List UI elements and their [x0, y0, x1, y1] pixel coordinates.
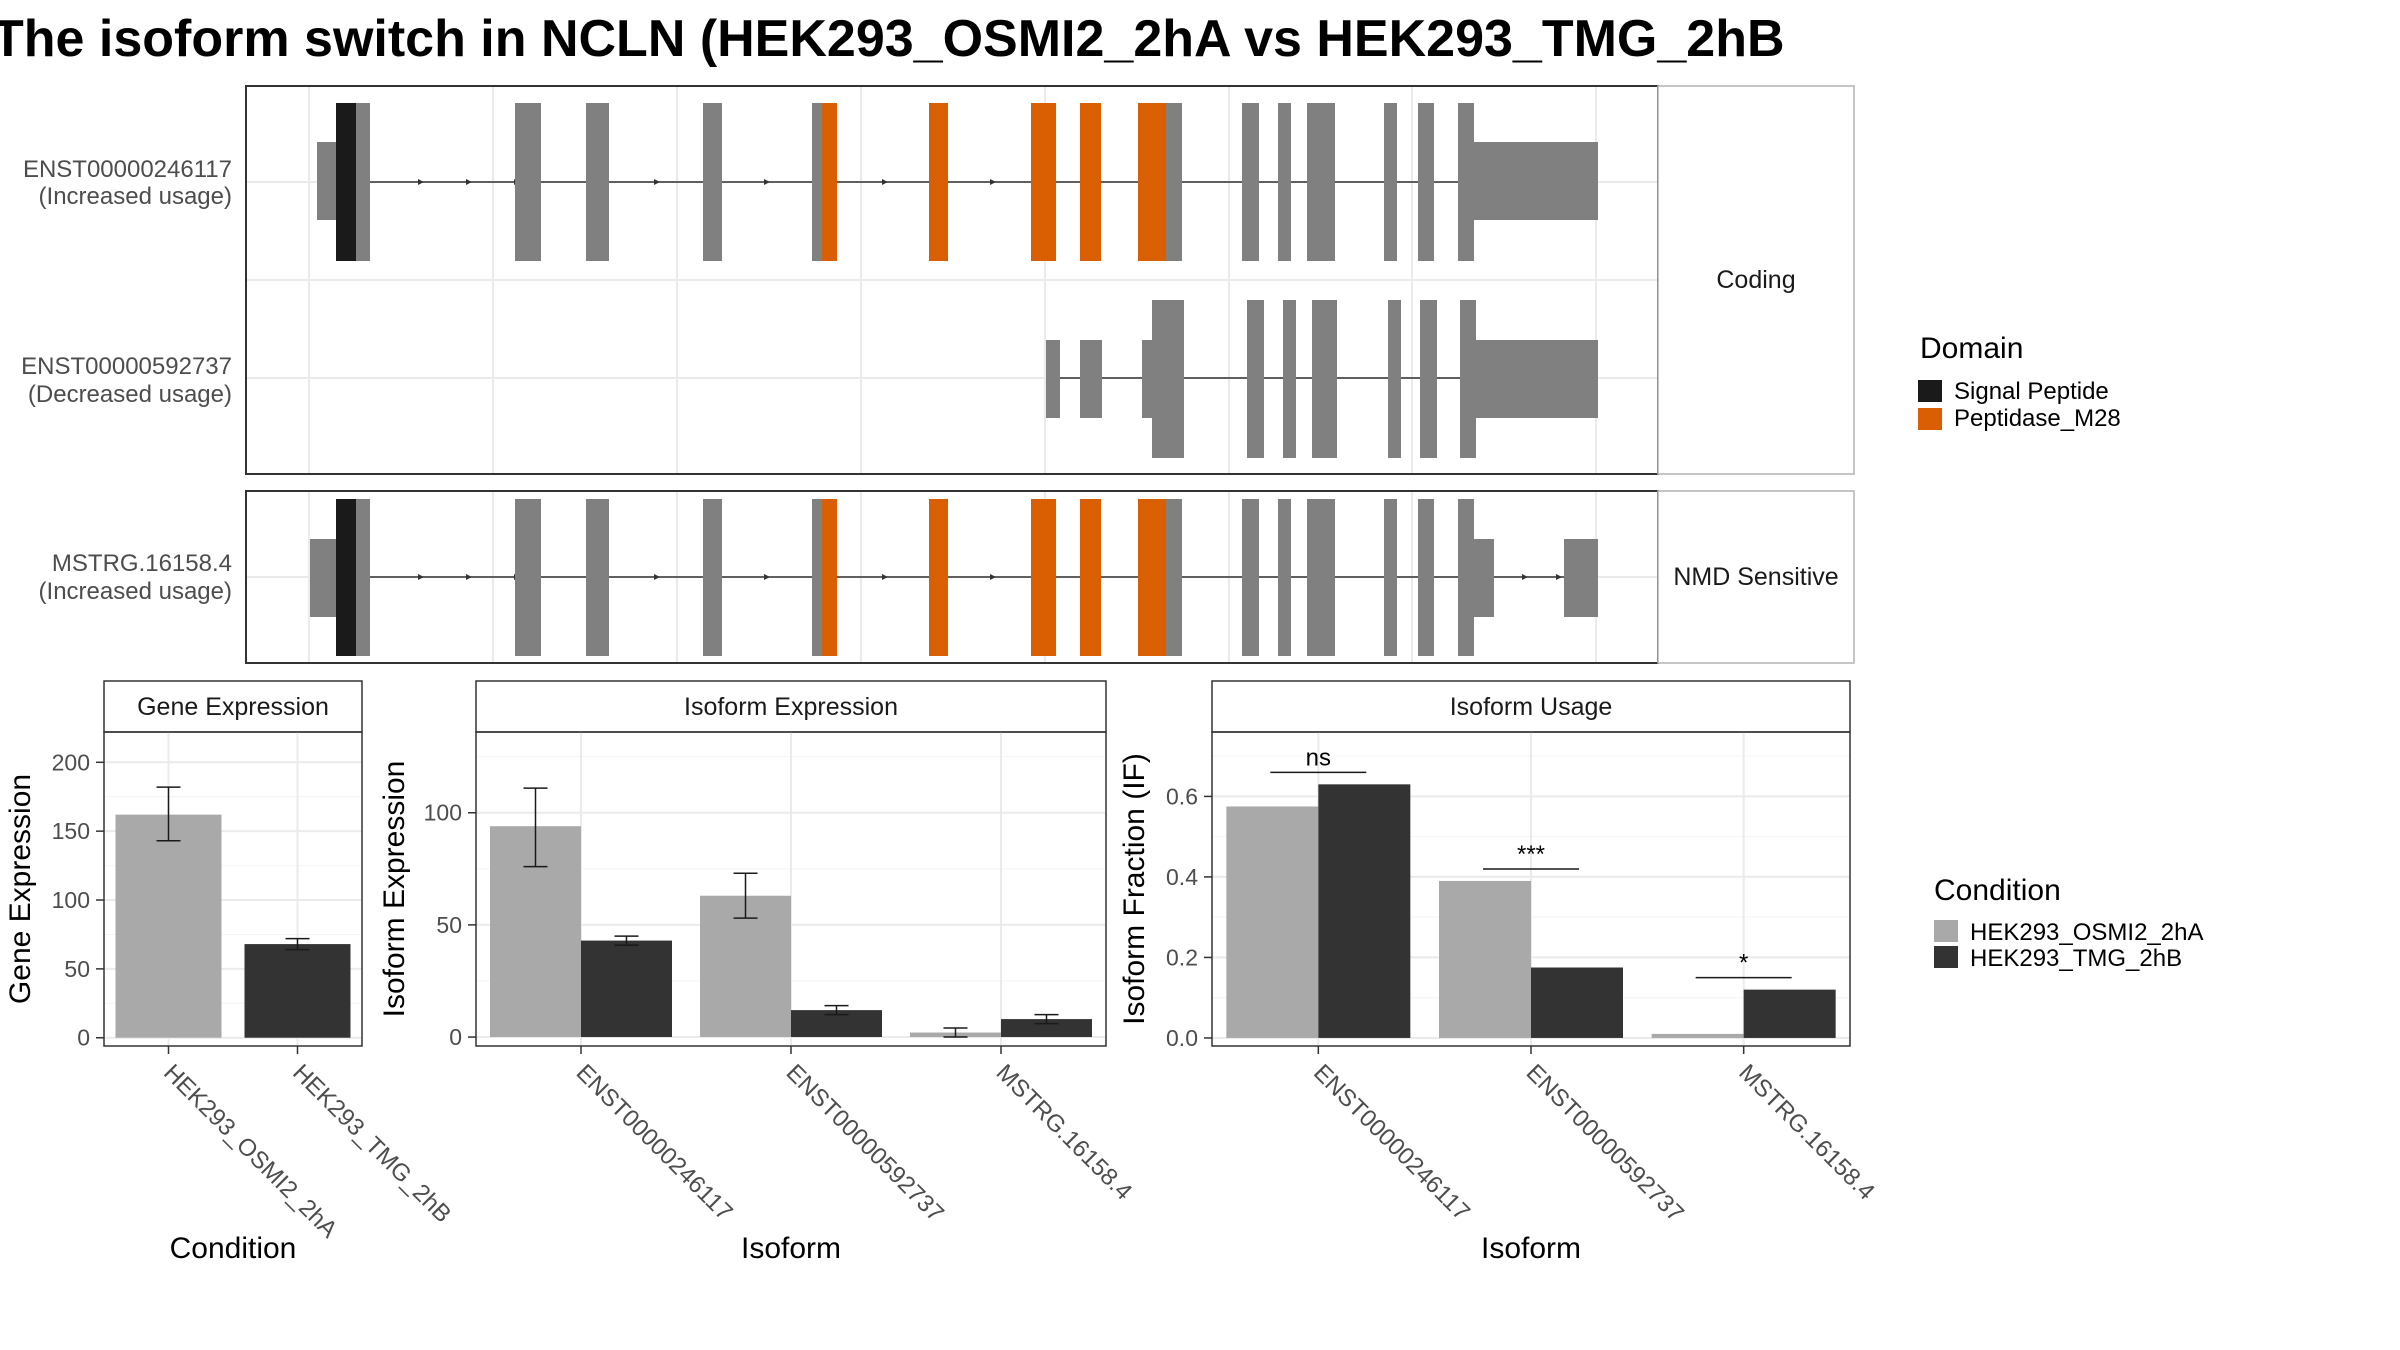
peptidase-m28-swatch	[1918, 408, 1942, 430]
gene-expression-chart: Gene Expression050100150200HEK293_OSMI2_…	[4, 680, 456, 1265]
panel-strip	[475, 680, 1107, 733]
transcript-label-mstrg-16158-4: MSTRG.16158.4 (Increased usage)	[39, 550, 232, 605]
transcript-enst00000592737	[1046, 300, 1598, 458]
transcript-label-enst00000592737: ENST00000592737 (Decreased usage)	[21, 353, 232, 408]
panel-title: Isoform Usage	[1450, 693, 1613, 721]
y-tick-label: 50	[64, 956, 90, 982]
transcript-mstrg-16158-4	[310, 499, 1598, 656]
y-axis-title: Gene Expression	[4, 774, 37, 1004]
signal-peptide-swatch	[1918, 380, 1942, 402]
y-tick-label: 0.6	[1166, 783, 1198, 809]
condition-b-legend-label: HEK293_TMG_2hB	[1970, 945, 2182, 972]
bar-enst00000592737-cond-a	[700, 895, 791, 1038]
y-tick-label: 100	[52, 887, 90, 913]
condition-b-swatch	[1934, 946, 1958, 968]
x-axis-title: Isoform	[741, 1232, 841, 1265]
bar-enst00000592737-cond-b	[1531, 967, 1623, 1038]
bar-mstrg-16158-4-cond-b	[1001, 1019, 1092, 1038]
x-axis-title: Condition	[170, 1232, 297, 1265]
y-tick-label: 100	[424, 800, 462, 826]
y-tick-label: 150	[52, 818, 90, 844]
bar-enst00000246117-cond-a	[1226, 806, 1319, 1038]
peptidase-m28-domain	[822, 499, 1166, 656]
signal-peptide-domain	[336, 499, 356, 656]
condition-legend-title: Condition	[1934, 874, 2061, 907]
condition-legend: Condition HEK293_OSMI2_2hA HEK293_TMG_2h…	[1934, 874, 2203, 972]
transcript-id: ENST00000592737	[21, 353, 232, 380]
transcript-usage: (Decreased usage)	[28, 381, 232, 408]
transcript-usage: (Increased usage)	[39, 578, 232, 605]
isoform-usage-chart: Isoform Usagens****0.00.20.40.6ENST00000…	[1118, 680, 1880, 1265]
bar-enst00000246117-cond-b	[1318, 784, 1411, 1038]
significance-label: ns	[1306, 744, 1331, 771]
peptidase-m28-legend-label: Peptidase_M28	[1954, 405, 2121, 432]
y-axis-title: Isoform Fraction (IF)	[1118, 753, 1151, 1025]
signal-peptide-legend-label: Signal Peptide	[1954, 378, 2109, 405]
coding-exons	[1152, 300, 1476, 458]
bar-mstrg-16158-4-cond-b	[1743, 989, 1836, 1038]
condition-a-legend-label: HEK293_OSMI2_2hA	[1970, 919, 2203, 946]
y-tick-label: 50	[436, 912, 462, 938]
significance-label: *	[1739, 950, 1748, 977]
nmd-strip	[1657, 490, 1855, 664]
coding-strip-label: Coding	[1716, 266, 1795, 294]
x-axis-title: Isoform	[1481, 1232, 1581, 1265]
significance-label: ***	[1517, 841, 1545, 868]
y-tick-label: 0.4	[1166, 864, 1198, 890]
panel-border	[103, 731, 363, 1047]
coding-strip	[1657, 85, 1855, 475]
peptidase-m28-domain	[822, 103, 1166, 261]
domain-legend-title: Domain	[1920, 332, 2023, 365]
domain-legend: Domain Signal Peptide Peptidase_M28	[1918, 332, 2121, 432]
nmd-sensitive-panel: NMD Sensitive MSTRG.16158.4 (Increased u…	[39, 490, 1855, 664]
coding-panel: Coding ENST00000246117 (Increased usage)…	[21, 85, 1855, 475]
bar-enst00000246117-cond-b	[581, 940, 672, 1038]
nmd-strip-label: NMD Sensitive	[1673, 563, 1838, 591]
panel-title: Isoform Expression	[684, 693, 898, 721]
y-tick-label: 0.2	[1166, 944, 1198, 970]
transcript-id: MSTRG.16158.4	[52, 550, 232, 577]
y-tick-label: 0	[77, 1025, 90, 1051]
transcript-id: ENST00000246117	[23, 156, 232, 183]
bar-enst00000592737-cond-a	[1439, 880, 1531, 1038]
transcript-usage: (Increased usage)	[39, 183, 232, 210]
utr-exons	[310, 539, 1598, 617]
utr-exons	[1046, 340, 1598, 418]
figure-title: The isoform switch in NCLN (HEK293_OSMI2…	[0, 10, 1785, 68]
panel-strip	[1211, 680, 1851, 733]
bar-hek293-tmg-2hb	[244, 944, 351, 1038]
y-axis-title: Isoform Expression	[378, 761, 411, 1018]
bar-mstrg-16158-4-cond-a	[1651, 1033, 1744, 1038]
transcript-label-enst00000246117: ENST00000246117 (Increased usage)	[23, 156, 232, 210]
signal-peptide-domain	[336, 103, 356, 261]
y-tick-label: 0.0	[1166, 1025, 1198, 1051]
condition-a-swatch	[1934, 920, 1958, 942]
panel-strip	[103, 680, 363, 733]
transcript-enst00000246117	[317, 103, 1598, 261]
panel-title: Gene Expression	[137, 693, 329, 721]
utr-exons	[317, 142, 1598, 220]
bar-hek293-osmi2-2ha	[115, 814, 222, 1038]
y-tick-label: 0	[449, 1024, 462, 1050]
y-tick-label: 200	[52, 749, 90, 775]
